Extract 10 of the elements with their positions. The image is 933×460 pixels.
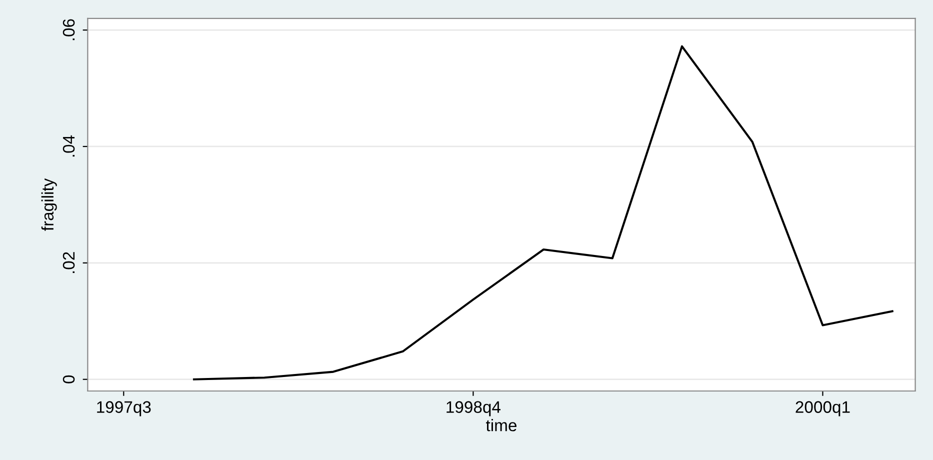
x-tick-label: 1998q4 <box>446 401 501 416</box>
y-tick-label: .02 <box>62 252 75 273</box>
y-axis-title: fragility <box>41 178 57 231</box>
line-series <box>192 45 894 380</box>
y-tick-label: .04 <box>62 135 75 157</box>
x-tick-label: 2000q1 <box>796 401 850 416</box>
x-axis-title: time <box>486 419 516 432</box>
y-tick-label: 0 <box>62 375 75 384</box>
x-tick-label: 1997q3 <box>97 401 151 416</box>
y-tick-label: .06 <box>62 19 75 40</box>
